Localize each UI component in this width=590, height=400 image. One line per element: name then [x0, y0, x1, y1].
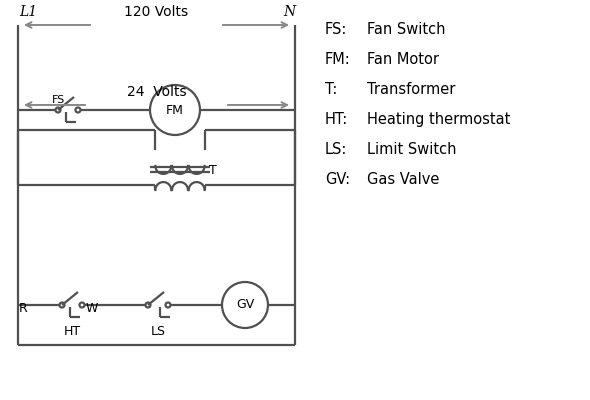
Text: Gas Valve: Gas Valve — [367, 172, 440, 187]
Text: LS:: LS: — [325, 142, 348, 157]
Text: N: N — [283, 5, 295, 19]
Text: GV:: GV: — [325, 172, 350, 187]
Text: FM:: FM: — [325, 52, 350, 67]
Text: Fan Switch: Fan Switch — [367, 22, 445, 37]
Text: Limit Switch: Limit Switch — [367, 142, 457, 157]
Text: LS: LS — [150, 325, 166, 338]
Text: 120 Volts: 120 Volts — [124, 5, 189, 19]
Text: GV: GV — [236, 298, 254, 312]
Text: W: W — [86, 302, 99, 314]
Text: T:: T: — [325, 82, 337, 97]
Text: HT: HT — [64, 325, 81, 338]
Text: FS:: FS: — [325, 22, 348, 37]
Text: L1: L1 — [19, 5, 37, 19]
Text: HT:: HT: — [325, 112, 348, 127]
Text: Fan Motor: Fan Motor — [367, 52, 439, 67]
Text: FS: FS — [52, 95, 65, 105]
Text: Heating thermostat: Heating thermostat — [367, 112, 510, 127]
Text: 24  Volts: 24 Volts — [127, 85, 186, 99]
Text: T: T — [209, 164, 217, 178]
Text: Transformer: Transformer — [367, 82, 455, 97]
Text: R: R — [19, 302, 28, 314]
Text: FM: FM — [166, 104, 184, 116]
